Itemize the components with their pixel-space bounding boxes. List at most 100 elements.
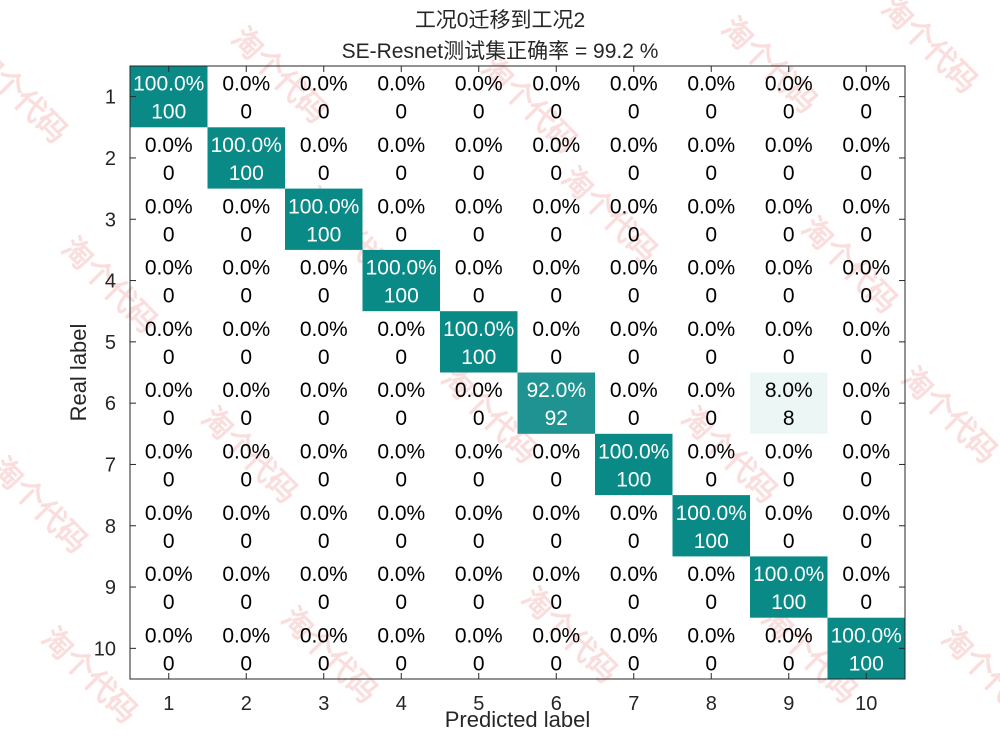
cell-percent-label: 0.0%	[842, 379, 890, 402]
cell-percent-label: 0.0%	[222, 563, 270, 586]
cell-percent-label: 0.0%	[222, 502, 270, 525]
cell-percent-label: 0.0%	[222, 624, 270, 647]
cell-count-label: 0	[705, 407, 717, 430]
cell-percent-label: 100.0%	[831, 624, 902, 647]
matrix-cell	[517, 372, 595, 434]
cell-count-label: 0	[240, 468, 252, 491]
y-tick-label: 2	[105, 148, 116, 170]
cell-count-label: 0	[318, 285, 330, 308]
matrix-cell	[750, 372, 828, 434]
cell-percent-label: 0.0%	[842, 134, 890, 157]
cell-percent-label: 0.0%	[300, 134, 348, 157]
cell-percent-label: 0.0%	[610, 624, 658, 647]
cell-percent-label: 0.0%	[610, 195, 658, 218]
cell-percent-label: 0.0%	[687, 257, 735, 280]
cell-percent-label: 0.0%	[300, 440, 348, 463]
cell-percent-label: 0.0%	[455, 73, 503, 96]
cell-percent-label: 0.0%	[145, 318, 193, 341]
cell-count-label: 92	[545, 407, 568, 430]
x-tick-label: 8	[706, 693, 717, 715]
cell-count-label: 0	[395, 223, 407, 246]
matrix-cell	[672, 495, 750, 557]
cell-count-label: 0	[860, 285, 872, 308]
y-tick-label: 10	[94, 638, 116, 660]
cell-count-label: 0	[783, 285, 795, 308]
cell-count-label: 100	[694, 530, 729, 553]
cell-percent-label: 0.0%	[765, 624, 813, 647]
cell-percent-label: 0.0%	[222, 318, 270, 341]
cell-percent-label: 0.0%	[610, 563, 658, 586]
y-axis-label: Real label	[66, 324, 91, 422]
cell-count-label: 100	[771, 591, 806, 614]
cell-percent-label: 0.0%	[145, 134, 193, 157]
cell-count-label: 0	[705, 223, 717, 246]
x-tick-label: 9	[783, 693, 794, 715]
chart-subtitle: SE-Resnet测试集正确率 = 99.2 %	[341, 40, 659, 63]
y-tick-label: 9	[105, 577, 116, 599]
cell-percent-label: 0.0%	[765, 257, 813, 280]
cell-percent-label: 0.0%	[765, 195, 813, 218]
y-tick-label: 8	[105, 516, 116, 538]
cell-percent-label: 0.0%	[532, 502, 580, 525]
cell-count-label: 0	[318, 530, 330, 553]
cell-percent-label: 100.0%	[133, 73, 204, 96]
cell-count-label: 0	[628, 530, 640, 553]
cell-percent-label: 0.0%	[377, 134, 425, 157]
cell-count-label: 0	[240, 591, 252, 614]
matrix-cell	[827, 617, 905, 679]
cell-count-label: 0	[705, 346, 717, 369]
cell-count-label: 0	[395, 346, 407, 369]
matrix-cell	[285, 188, 363, 250]
cell-percent-label: 0.0%	[532, 134, 580, 157]
cell-count-label: 0	[318, 346, 330, 369]
cell-percent-label: 0.0%	[145, 440, 193, 463]
cell-percent-label: 0.0%	[765, 134, 813, 157]
cell-percent-label: 0.0%	[145, 502, 193, 525]
cell-percent-label: 0.0%	[377, 563, 425, 586]
cell-percent-label: 0.0%	[377, 73, 425, 96]
cell-count-label: 0	[240, 223, 252, 246]
cell-count-label: 0	[163, 407, 175, 430]
cell-percent-label: 0.0%	[455, 624, 503, 647]
cell-count-label: 0	[163, 591, 175, 614]
y-tick-label: 5	[105, 332, 116, 354]
cell-count-label: 0	[783, 468, 795, 491]
cell-percent-label: 100.0%	[598, 440, 669, 463]
cell-count-label: 0	[783, 530, 795, 553]
cell-count-label: 0	[473, 468, 485, 491]
cell-percent-label: 0.0%	[687, 563, 735, 586]
cell-percent-label: 0.0%	[377, 624, 425, 647]
cell-count-label: 0	[550, 591, 562, 614]
cell-percent-label: 0.0%	[145, 624, 193, 647]
cell-percent-label: 0.0%	[455, 257, 503, 280]
cell-percent-label: 0.0%	[687, 440, 735, 463]
cell-count-label: 0	[705, 591, 717, 614]
cell-count-label: 0	[395, 101, 407, 124]
cell-count-label: 0	[783, 162, 795, 185]
cell-percent-label: 0.0%	[532, 257, 580, 280]
cell-count-label: 0	[240, 530, 252, 553]
cell-count-label: 0	[628, 407, 640, 430]
plot-frame	[129, 65, 906, 680]
cell-percent-label: 0.0%	[765, 73, 813, 96]
cell-count-label: 0	[395, 652, 407, 675]
cell-count-label: 0	[473, 652, 485, 675]
x-axis-label: Predicted label	[445, 707, 591, 732]
cell-count-label: 0	[628, 101, 640, 124]
cell-count-label: 0	[318, 162, 330, 185]
cell-percent-label: 0.0%	[610, 73, 658, 96]
cell-percent-label: 0.0%	[455, 563, 503, 586]
cell-count-label: 0	[240, 285, 252, 308]
cell-percent-label: 0.0%	[455, 502, 503, 525]
cell-count-label: 0	[473, 530, 485, 553]
cell-count-label: 0	[163, 652, 175, 675]
cell-percent-label: 0.0%	[300, 257, 348, 280]
cell-percent-label: 0.0%	[687, 134, 735, 157]
cell-percent-label: 0.0%	[610, 318, 658, 341]
matrix-cell	[207, 127, 285, 189]
cell-percent-label: 92.0%	[526, 379, 586, 402]
cell-percent-label: 0.0%	[377, 440, 425, 463]
cell-percent-label: 0.0%	[222, 73, 270, 96]
cell-count-label: 0	[395, 591, 407, 614]
cell-percent-label: 0.0%	[222, 257, 270, 280]
